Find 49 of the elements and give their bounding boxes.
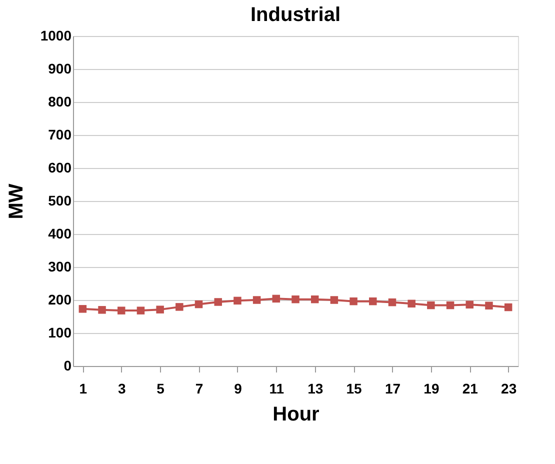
x-tick-label: 13 — [308, 380, 324, 396]
x-tick-label: 3 — [118, 380, 126, 396]
x-tick-label: 21 — [462, 380, 478, 396]
point — [117, 306, 126, 314]
point — [330, 296, 338, 304]
point — [466, 300, 474, 308]
point — [252, 296, 261, 304]
point — [310, 295, 319, 304]
point — [369, 297, 377, 306]
point — [98, 306, 106, 314]
y-tick-label: 700 — [48, 126, 72, 142]
point — [156, 306, 164, 314]
point — [504, 303, 512, 312]
point — [427, 301, 435, 310]
point — [78, 305, 87, 313]
y-tick-label: 300 — [48, 258, 72, 274]
x-tick-label: 7 — [195, 380, 204, 396]
point — [194, 300, 203, 308]
x-tick-label: 15 — [346, 380, 362, 396]
point — [214, 298, 222, 306]
x-tick-label: 17 — [384, 380, 401, 396]
x-tick-label: 23 — [501, 380, 517, 396]
point — [176, 303, 184, 311]
point — [388, 298, 396, 306]
x-tick-label: 19 — [424, 380, 440, 396]
y-tick-label: 100 — [48, 324, 72, 340]
x-tick-label: 11 — [269, 380, 284, 396]
y-tick-label: 400 — [48, 226, 72, 242]
point — [446, 301, 454, 310]
y-axis-title: MW — [5, 184, 28, 220]
y-tick-label: 600 — [48, 160, 72, 176]
x-tick-label: 9 — [234, 380, 242, 396]
x-tick-label: 1 — [79, 380, 88, 396]
y-tick-label: 500 — [48, 192, 72, 208]
point — [234, 296, 242, 305]
point — [350, 297, 358, 306]
point — [485, 302, 493, 310]
y-tick-label: 1000 — [40, 28, 72, 44]
y-tick-label: 800 — [48, 94, 72, 110]
point — [272, 294, 280, 303]
y-tick-label: 200 — [48, 292, 72, 308]
point — [292, 295, 300, 304]
point — [408, 300, 416, 308]
chart-title: Industrial — [250, 4, 341, 26]
x-axis-title: Hour — [272, 404, 320, 426]
x-tick-label: 5 — [156, 380, 165, 396]
y-tick-label: 0 — [64, 358, 72, 374]
y-tick-label: 900 — [48, 60, 72, 76]
point — [136, 306, 145, 314]
